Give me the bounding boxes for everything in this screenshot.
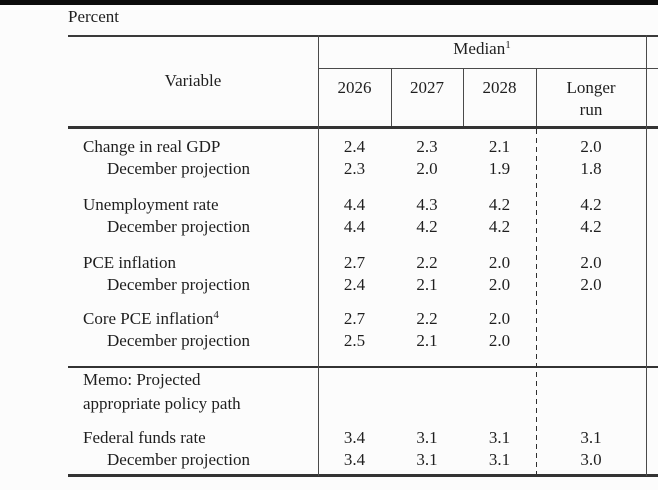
table-rule-top	[68, 35, 658, 37]
col-header-2026: 2026	[337, 78, 372, 97]
cell-longer-run: 2.0	[580, 253, 602, 272]
cell-longer-run: 4.2	[580, 217, 602, 236]
col-header-2027: 2027	[410, 78, 444, 97]
col-header-median: Median1	[318, 38, 646, 60]
table-rule-right-edge	[646, 35, 647, 476]
table-rule-above-memo	[68, 366, 658, 368]
window-top-edge	[0, 0, 658, 5]
table-rule-2026-2027	[391, 68, 392, 126]
cell-2026: 3.4	[343, 450, 366, 469]
table-row-unemployment-december: December projection 4.4 4.2 4.2 4.2	[0, 216, 658, 238]
row-label: Change in real GDP	[83, 137, 221, 156]
cell-2026: 3.4	[343, 428, 366, 447]
cell-2026: 2.4	[343, 275, 366, 294]
cell-2027: 4.2	[416, 217, 438, 236]
table-rule-2027-2028	[463, 68, 464, 126]
cell-2028: 3.1	[488, 428, 511, 447]
cell-2026: 4.4	[343, 217, 366, 236]
cell-2028: 2.0	[488, 275, 511, 294]
row-label: Federal funds rate	[83, 428, 206, 447]
cell-2027: 2.2	[416, 309, 438, 328]
table-rule-2028-longer-run	[536, 68, 537, 126]
table-row-pce-inflation-december: December projection 2.4 2.1 2.0 2.0	[0, 274, 658, 296]
cell-2027: 2.3	[416, 137, 438, 156]
table-row-pce-inflation: PCE inflation 2.7 2.2 2.0 2.0	[0, 252, 658, 274]
cell-longer-run: 3.0	[580, 450, 602, 469]
table-rule-under-header	[68, 126, 658, 129]
table-row-federal-funds-december: December projection 3.4 3.1 3.1 3.0	[0, 449, 658, 471]
median-superscript: 1	[505, 39, 511, 51]
cell-2028: 4.2	[488, 195, 511, 214]
cell-2026: 2.7	[343, 253, 366, 272]
memo-label-line1: Memo: Projected	[83, 370, 201, 389]
col-header-longer-run-line1: Longer	[566, 78, 616, 97]
row-label: December projection	[107, 159, 251, 178]
cell-2028: 2.0	[488, 309, 511, 328]
cell-2028: 1.9	[488, 159, 511, 178]
row-label: PCE inflation	[83, 253, 177, 272]
row-label: December projection	[107, 450, 251, 469]
row-label: December projection	[107, 331, 251, 350]
cell-2027: 2.1	[416, 275, 438, 294]
cell-2028: 3.1	[488, 450, 511, 469]
table-row-gdp: Change in real GDP 2.4 2.3 2.1 2.0	[0, 136, 658, 158]
unit-label: Percent	[68, 7, 119, 26]
cell-2027: 2.0	[416, 159, 438, 178]
cell-2027: 2.1	[416, 331, 438, 350]
cell-2027: 2.2	[416, 253, 438, 272]
cell-2027: 3.1	[416, 428, 438, 447]
table-rule-variable-column	[318, 35, 319, 476]
cell-2026: 4.4	[343, 195, 366, 214]
cell-2028: 4.2	[488, 217, 511, 236]
table-row-unemployment: Unemployment rate 4.4 4.3 4.2 4.2	[0, 194, 658, 216]
cell-2026: 2.5	[343, 331, 366, 350]
col-header-longer-run-line2: run	[579, 100, 603, 119]
table-dashed-rule-longer-run	[536, 129, 537, 474]
cell-2027: 4.3	[416, 195, 438, 214]
col-header-2028: 2028	[482, 78, 517, 97]
cell-longer-run: 2.0	[580, 275, 602, 294]
cell-2026: 2.3	[343, 159, 366, 178]
cell-2026: 2.4	[343, 137, 366, 156]
cell-longer-run: 3.1	[580, 428, 602, 447]
cell-longer-run: 4.2	[580, 195, 602, 214]
row-label-superscript: 4	[213, 309, 219, 321]
table-rule-under-median	[318, 68, 658, 69]
cell-2026: 2.7	[343, 309, 366, 328]
cell-2028: 2.0	[488, 331, 511, 350]
table-row-core-pce-inflation: Core PCE inflation4 2.7 2.2 2.0	[0, 308, 658, 330]
cell-longer-run: 2.0	[580, 137, 602, 156]
memo-label-line2: appropriate policy path	[83, 394, 241, 413]
cell-2027: 3.1	[416, 450, 438, 469]
table-row-gdp-december: December projection 2.3 2.0 1.9 1.8	[0, 158, 658, 180]
row-label: Unemployment rate	[83, 195, 219, 214]
cell-2028: 2.1	[488, 137, 511, 156]
table-rule-bottom	[68, 474, 658, 477]
col-header-variable: Variable	[164, 71, 222, 90]
table-row-core-pce-december: December projection 2.5 2.1 2.0	[0, 330, 658, 352]
cell-2028: 2.0	[488, 253, 511, 272]
row-label: December projection	[107, 275, 251, 294]
row-label: December projection	[107, 217, 251, 236]
median-label: Median	[453, 39, 506, 58]
cell-longer-run: 1.8	[580, 159, 602, 178]
row-label: Core PCE inflation4	[83, 309, 219, 328]
table-row-federal-funds-rate: Federal funds rate 3.4 3.1 3.1 3.1	[0, 427, 658, 449]
